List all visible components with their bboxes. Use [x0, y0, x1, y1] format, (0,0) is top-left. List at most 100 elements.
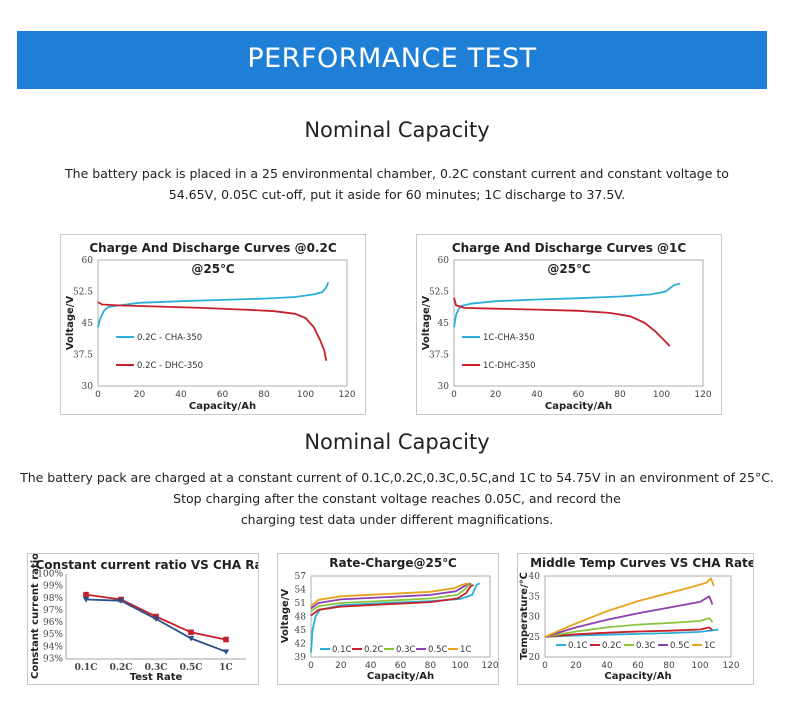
chart-title: Rate-Charge@25℃ — [329, 556, 457, 570]
y-tick-label: 48 — [295, 613, 307, 623]
y-axis-label: Voltage/V — [421, 296, 432, 351]
series-line-0-3c — [310, 583, 473, 612]
x-tick-label: 100 — [452, 661, 469, 671]
x-tick-label: 60 — [573, 390, 585, 400]
chart-svg: Middle Temp Curves VS CHA Rate 20 25 30 35 40… — [519, 556, 756, 682]
x-tick-label: 100 — [691, 661, 708, 671]
chart-subtitle: @25℃ — [191, 262, 234, 276]
x-tick-label: 80 — [614, 390, 626, 400]
chart-svg: Charge And Discharge Curves @1C @25℃ 30 37.… — [421, 241, 712, 412]
y-tick-label: 93% — [43, 655, 63, 665]
legend-label: 0.1C — [332, 645, 352, 655]
chart-charge-discharge-1c: Charge And Discharge Curves @1C @25℃ 30 37.… — [416, 234, 722, 415]
section2-title: Nominal Capacity — [304, 430, 490, 454]
plot-frame — [544, 575, 732, 658]
chart-title: Middle Temp Curves VS CHA Rate — [530, 556, 753, 570]
y-tick-label: 35 — [529, 592, 541, 602]
chart-svg: Constant current ratio VS CHA Rate 93% 94%… — [30, 553, 277, 683]
chart-subtitle: @25℃ — [547, 262, 590, 276]
x-tick-label: 120 — [694, 390, 711, 400]
legend-label: 1C — [704, 641, 715, 651]
y-tick-label: 96% — [43, 618, 63, 628]
y-tick-label: 45 — [82, 319, 94, 329]
chart-middle-temp: Middle Temp Curves VS CHA Rate 20 25 30 35 40… — [517, 553, 756, 685]
x-tick-label: 100 — [653, 390, 670, 400]
data-point — [153, 613, 159, 620]
y-tick-label: 39 — [295, 653, 307, 663]
series-line-0-5c — [310, 582, 471, 610]
y-tick-label: 25 — [529, 633, 541, 643]
y-tick-label: 51 — [295, 599, 306, 609]
x-tick-label: 40 — [601, 661, 613, 671]
y-axis-label: Temperature/℃ — [519, 572, 530, 660]
series-line-0-2c — [310, 584, 474, 617]
y-tick-label: 52.5 — [429, 288, 449, 298]
legend-label: 1C — [460, 645, 471, 655]
series-line-1c-dhc-350 — [453, 297, 671, 347]
x-tick-label: 40 — [531, 390, 543, 400]
plot-frame — [97, 259, 348, 387]
series-line-1c — [544, 577, 715, 638]
legend-label: 1C-CHA-350 — [483, 333, 535, 343]
series-line-0-2c-cha-350 — [97, 281, 330, 328]
legend-label: 1C-DHC-350 — [483, 361, 536, 371]
data-point — [188, 629, 194, 636]
banner-title: PERFORMANCE TEST — [247, 43, 537, 74]
y-tick-label: 30 — [82, 382, 94, 392]
y-tick-label: 99% — [43, 582, 63, 592]
section1-text-line1: The battery pack is placed in a 25 envir… — [65, 166, 729, 181]
x-tick-label: 80 — [258, 390, 270, 400]
y-tick-label: 60 — [438, 256, 450, 266]
x-tick-label: 80 — [425, 661, 437, 671]
y-tick-label: 37.5 — [429, 351, 449, 361]
y-tick-label: 30 — [529, 613, 541, 623]
data-point — [152, 616, 160, 622]
section2-text-line3: charging test data under different magni… — [240, 512, 554, 527]
x-tick-label: 20 — [570, 661, 582, 671]
series-line-0-2c-dhc-350 — [97, 301, 328, 361]
series-line-0-1c — [544, 628, 719, 638]
legend-label: 0.5C — [670, 641, 690, 651]
series-line-0-5c — [544, 595, 714, 638]
y-tick-label: 57 — [295, 572, 307, 582]
x-tick-label: 1C — [219, 663, 232, 673]
section1-text-line2: 54.65V, 0.05C cut-off, put it aside for … — [168, 187, 626, 202]
legend-label: 0.1C — [568, 641, 588, 651]
x-axis-label: Capacity/Ah — [189, 401, 256, 412]
x-tick-label: 0.3C — [145, 663, 168, 673]
data-point — [117, 598, 125, 604]
x-tick-label: 120 — [481, 661, 498, 671]
y-tick-label: 37.5 — [73, 351, 93, 361]
legend-label: 0.2C — [364, 645, 384, 655]
x-tick-label: 0.5C — [180, 663, 203, 673]
chart-svg: Charge And Discharge Curves @0.2C @25℃ 30 3… — [65, 241, 356, 412]
chart-title: Charge And Discharge Curves @0.2C — [89, 241, 336, 255]
y-tick-label: 45 — [438, 319, 450, 329]
y-tick-label: 20 — [529, 653, 541, 663]
legend-label: 0.3C — [636, 641, 656, 651]
chart-svg: Rate-Charge@25℃ 39 42 45 48 51 54 57 0 20 40 60 80 10… — [280, 556, 499, 682]
x-axis-label: Capacity/Ah — [545, 401, 612, 412]
y-tick-label: 54 — [295, 586, 307, 596]
legend-label: 0.2C - DHC-350 — [137, 361, 203, 371]
series-line-0-2c — [544, 626, 714, 638]
x-tick-label: 120 — [722, 661, 739, 671]
y-tick-label: 60 — [82, 256, 94, 266]
x-tick-label: 20 — [490, 390, 502, 400]
y-tick-label: 45 — [295, 626, 307, 636]
data-point — [82, 597, 90, 603]
x-tick-label: 0 — [95, 390, 101, 400]
x-tick-label: 0.1C — [75, 663, 98, 673]
y-axis-label: Constant current ratio — [30, 554, 41, 679]
series-line-1c — [310, 582, 470, 607]
x-axis-label: Test Rate — [130, 672, 183, 683]
x-tick-label: 60 — [395, 661, 407, 671]
x-tick-label: 0 — [308, 661, 314, 671]
x-axis-label: Capacity/Ah — [604, 671, 671, 682]
data-point — [223, 636, 229, 643]
x-tick-label: 60 — [632, 661, 644, 671]
section1-title: Nominal Capacity — [304, 118, 490, 142]
series-line-0-3c — [544, 617, 714, 638]
x-tick-label: 0 — [542, 661, 548, 671]
x-tick-label: 120 — [338, 390, 355, 400]
